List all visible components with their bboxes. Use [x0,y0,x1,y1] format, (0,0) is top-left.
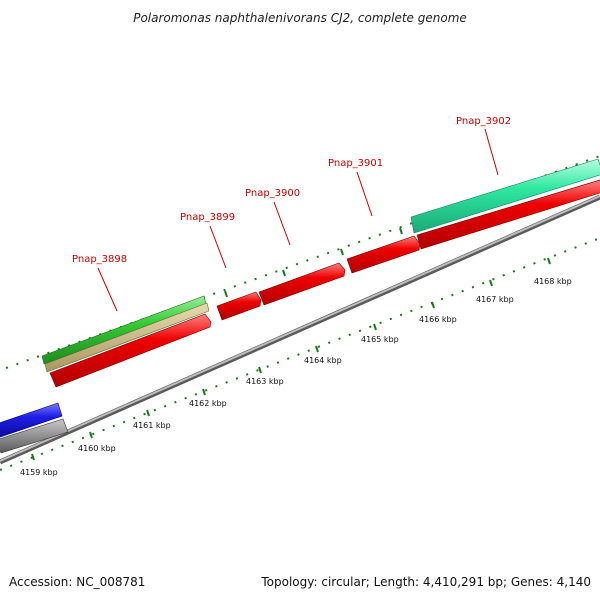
kbp-label: 4167 kbp [476,295,514,304]
leader-line [273,201,291,246]
accession-label: Accession: NC_008781 [9,575,145,589]
kbp-label: 4163 kbp [246,377,284,386]
cds-track [49,179,600,388]
gene-label-pnap-3900: Pnap_3900 [245,188,300,199]
map-title: Polaromonas naphthalenivorans CJ2, compl… [133,11,467,25]
cds-arrow-pnap-3898 [49,313,212,388]
kbp-label: 4160 kbp [78,444,116,453]
kbp-label: 4166 kbp [419,315,457,324]
cds-arrow-pnap-3902 [416,179,600,250]
cds-arrow-pnap-3901 [346,235,421,274]
gene-label-pnap-3901: Pnap_3901 [328,158,383,169]
blue-feature-bar [0,402,63,438]
cds-arrow-pnap-3900 [258,262,346,306]
kbp-label: 4161 kbp [133,421,171,430]
leader-line [97,267,118,312]
gene-label-pnap-3898: Pnap_3898 [72,254,127,265]
gray-feature-bar [0,418,69,454]
kbp-label: 4162 kbp [189,399,227,408]
aqua-feature-bar [410,158,600,234]
genome-backbone [0,194,600,465]
kbp-label: 4168 kbp [534,277,572,286]
leader-line [356,171,373,217]
lower-major-ticks [31,257,551,461]
kbp-label: 4165 kbp [361,335,399,344]
leader-line [209,225,227,269]
gene-label-pnap-3899: Pnap_3899 [180,212,235,223]
genome-summary: Topology: circular; Length: 4,410,291 bp… [260,575,591,589]
tan-feature-bar [44,302,210,373]
leader-line [484,128,499,176]
kbp-label: 4164 kbp [304,356,342,365]
cds-arrow-pnap-3899 [216,291,262,321]
kbp-label: 4159 kbp [20,468,58,477]
gene-label-pnap-3902: Pnap_3902 [456,116,511,127]
kbp-labels: 4159 kbp 4160 kbp 4161 kbp 4162 kbp 4163… [20,277,572,477]
gene-labels: Pnap_3898 Pnap_3899 Pnap_3900 Pnap_3901 … [72,116,511,312]
